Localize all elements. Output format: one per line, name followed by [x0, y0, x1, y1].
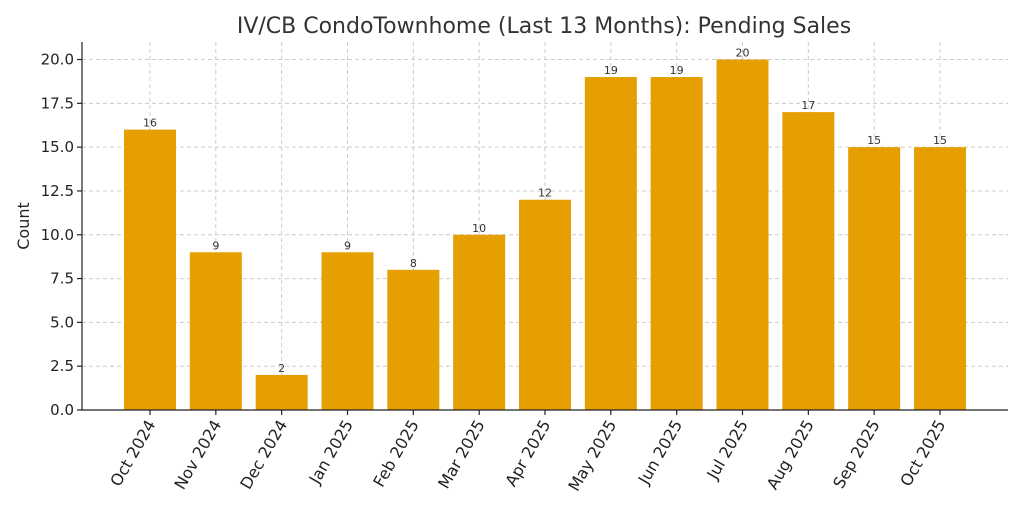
- bar: [914, 147, 966, 410]
- data-label: 10: [472, 222, 486, 235]
- bar: [848, 147, 901, 410]
- x-tick-label: Oct 2025: [896, 417, 949, 490]
- data-label: 9: [344, 239, 351, 252]
- x-tick-label: Jul 2025: [702, 417, 752, 484]
- x-tick-label: Jan 2025: [305, 417, 357, 488]
- bar: [321, 252, 374, 410]
- y-tick-label: 7.5: [50, 270, 74, 288]
- bar: [453, 234, 506, 410]
- data-label: 9: [212, 239, 219, 252]
- y-tick-label: 15.0: [41, 138, 74, 156]
- data-labels: 16 9 2 9 8 10 12 19 19 20 17 15 15: [143, 47, 947, 375]
- data-label: 2: [278, 362, 285, 375]
- x-tick-label: Oct 2024: [106, 417, 159, 490]
- x-axis-ticks: Oct 2024 Nov 2024 Dec 2024 Jan 2025 Feb 2025…: [106, 410, 949, 494]
- y-tick-label: 10.0: [41, 226, 74, 244]
- chart-title: IV/CB CondoTownhome (Last 13 Months): Pe…: [237, 14, 851, 39]
- y-tick-label: 12.5: [41, 182, 74, 200]
- bar: [124, 129, 176, 410]
- x-tick-label: Nov 2024: [170, 417, 225, 493]
- y-axis-ticks: 0.0 2.5 5.0 7.5 10.0 12.5 15.0 17.5 20.0: [41, 51, 82, 419]
- y-tick-label: 5.0: [50, 313, 74, 331]
- x-tick-label: Jun 2025: [634, 417, 686, 489]
- bar: [584, 77, 637, 411]
- x-tick-label: May 2025: [564, 417, 620, 495]
- y-axis-label: Count: [14, 202, 33, 250]
- data-label: 12: [538, 187, 552, 200]
- bar: [782, 112, 835, 410]
- bar: [255, 374, 308, 410]
- y-tick-label: 17.5: [41, 94, 74, 112]
- data-label: 15: [933, 134, 947, 147]
- x-tick-label: Apr 2025: [501, 417, 554, 490]
- bar: [387, 269, 440, 410]
- y-tick-label: 0.0: [50, 401, 74, 419]
- data-label: 20: [736, 47, 750, 60]
- data-label: 19: [670, 64, 684, 77]
- x-tick-label: Dec 2024: [236, 417, 291, 493]
- bar: [189, 252, 242, 410]
- data-label: 17: [801, 99, 815, 112]
- bar: [650, 77, 703, 411]
- y-tick-label: 20.0: [41, 51, 74, 69]
- data-label: 16: [143, 117, 157, 130]
- data-label: 19: [604, 64, 618, 77]
- y-tick-label: 2.5: [50, 357, 74, 375]
- x-tick-label: Mar 2025: [434, 417, 488, 492]
- bar: [519, 199, 571, 410]
- bars: [124, 59, 966, 411]
- data-label: 15: [867, 134, 881, 147]
- x-tick-label: Aug 2025: [763, 417, 818, 493]
- x-tick-label: Sep 2025: [829, 417, 883, 492]
- x-tick-label: Feb 2025: [369, 417, 423, 491]
- bar: [716, 59, 769, 411]
- data-label: 8: [410, 257, 417, 270]
